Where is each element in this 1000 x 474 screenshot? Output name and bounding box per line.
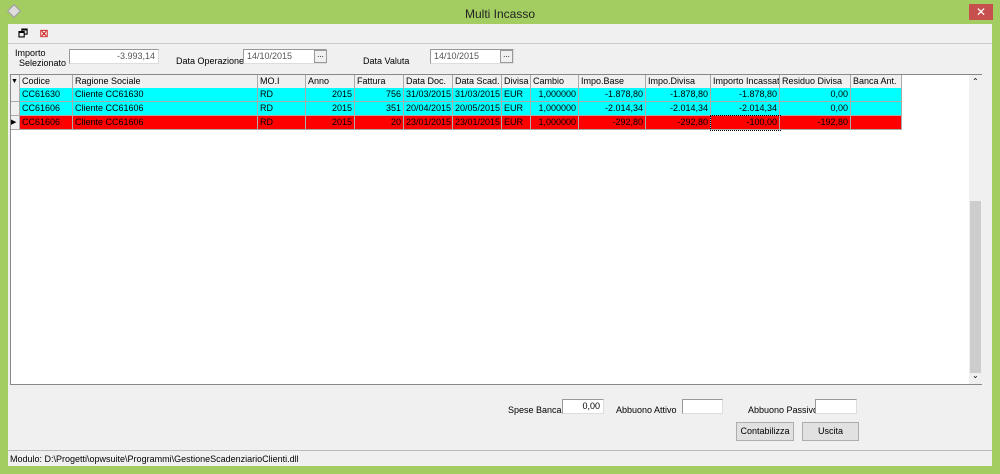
grid-cell[interactable]: -292,80 — [646, 116, 711, 130]
abbuono-passivo-field[interactable] — [815, 399, 857, 414]
column-header[interactable]: Residuo Divisa — [780, 75, 851, 89]
grid-cell[interactable]: RD — [258, 88, 306, 102]
column-header[interactable]: Anno — [306, 75, 355, 89]
grid-cell[interactable]: -192,80 — [780, 116, 851, 130]
grid-header-row[interactable]: ▼ Codice Ragione Sociale MO.I Anno Fattura Dat… — [11, 75, 902, 89]
grid-cell[interactable]: Cliente CC61606 — [73, 116, 258, 130]
grid-cell[interactable]: -1.878,80 — [646, 88, 711, 102]
title-bar: Multi Incasso ✕ — [0, 0, 1000, 26]
spese-banca-label: Spese Banca — [508, 405, 562, 415]
grid-cell[interactable]: -2.014,34 — [579, 102, 646, 116]
grid-cell[interactable]: 1,000000 — [531, 88, 579, 102]
grid-cell[interactable]: EUR — [502, 116, 531, 130]
importo-label: Importo — [15, 48, 46, 58]
column-header[interactable]: Banca Ant. — [851, 75, 902, 89]
grid-cell[interactable]: -2.014,34 — [646, 102, 711, 116]
grid-cell[interactable]: 1,000000 — [531, 116, 579, 130]
grid-cell[interactable]: RD — [258, 116, 306, 130]
abbuono-passivo-label: Abbuono Passivo — [748, 405, 819, 415]
uscita-button[interactable]: Uscita — [802, 422, 859, 441]
grid-cell[interactable]: 23/01/2015 — [404, 116, 453, 130]
data-valuta-label: Data Valuta — [363, 56, 410, 66]
status-bar: Modulo: D:\Progetti\opwsuite\Programmi\G… — [8, 450, 992, 466]
grid-cell[interactable]: -100,00 — [710, 115, 781, 131]
grid-cell[interactable]: 0,00 — [780, 102, 851, 116]
grid-cell[interactable]: 31/03/2015 — [453, 88, 502, 102]
grid-cell[interactable]: EUR — [502, 88, 531, 102]
grid-cell[interactable]: 20/04/2015 — [404, 102, 453, 116]
column-header[interactable]: Divisa — [502, 75, 531, 89]
grid-cell[interactable]: 756 — [355, 88, 404, 102]
grid-cell[interactable]: 23/01/2015 — [453, 116, 502, 130]
importo-label-2: Selezionato — [19, 58, 67, 68]
row-indicator[interactable] — [11, 102, 20, 116]
grid-cell[interactable]: -292,80 — [579, 116, 646, 130]
grid-cell[interactable] — [851, 116, 902, 130]
data-operazione-picker-button[interactable]: ... — [314, 50, 327, 63]
row-indicator[interactable]: ▶ — [11, 116, 20, 130]
column-header[interactable]: Codice — [20, 75, 73, 89]
table-row[interactable]: CC61630 Cliente CC61630 RD 2015 756 31/03/201… — [11, 88, 902, 102]
grid-cell[interactable]: 2015 — [306, 116, 355, 130]
grid-cell[interactable]: 20 — [355, 116, 404, 130]
grid-cell[interactable]: CC61606 — [20, 116, 73, 130]
scroll-thumb[interactable] — [970, 201, 981, 373]
data-valuta-picker-button[interactable]: ... — [500, 50, 513, 63]
column-header[interactable]: Cambio — [531, 75, 579, 89]
abbuono-attivo-field[interactable] — [682, 399, 723, 414]
data-valuta-field[interactable]: 14/10/2015 — [430, 49, 514, 64]
row-indicator[interactable] — [11, 88, 20, 102]
table-row[interactable]: CC61606 Cliente CC61606 RD 2015 351 20/04/201… — [11, 102, 902, 116]
close-button[interactable]: ✕ — [969, 4, 993, 20]
grid-cell[interactable]: CC61630 — [20, 88, 73, 102]
contabilizza-button[interactable]: Contabilizza — [736, 422, 794, 441]
grid-cell[interactable]: -2.014,34 — [711, 102, 780, 116]
grid-cell[interactable]: 1,000000 — [531, 102, 579, 116]
grid-cell[interactable]: Cliente CC61630 — [73, 88, 258, 102]
column-header[interactable]: MO.I — [258, 75, 306, 89]
grid-cell[interactable]: Cliente CC61606 — [73, 102, 258, 116]
spese-banca-field[interactable]: 0,00 — [562, 399, 604, 414]
data-operazione-label: Data Operazione — [176, 56, 245, 66]
grid-cell[interactable]: EUR — [502, 102, 531, 116]
scroll-down-icon[interactable]: ⌄ — [972, 371, 979, 380]
grid-cell[interactable] — [851, 102, 902, 116]
column-header[interactable]: Data Scad. — [453, 75, 502, 89]
grid-cell[interactable]: 31/03/2015 — [404, 88, 453, 102]
select-all-indicator[interactable]: ▼ — [11, 75, 20, 89]
scroll-up-icon[interactable]: ⌃ — [972, 77, 979, 86]
grid-cell[interactable]: RD — [258, 102, 306, 116]
importo-selezionato-field[interactable]: -3.993,14 — [69, 49, 159, 64]
abbuono-attivo-label: Abbuono Attivo — [616, 405, 677, 415]
grid-cell[interactable]: -1.878,80 — [579, 88, 646, 102]
table-row[interactable]: ▶ CC61606 Cliente CC61606 RD 2015 20 23/01/201… — [11, 115, 902, 131]
grid-cell[interactable]: 0,00 — [780, 88, 851, 102]
window-title: Multi Incasso — [464, 7, 536, 21]
grid-cell[interactable]: 2015 — [306, 102, 355, 116]
grid-cell[interactable]: 20/05/2015 — [453, 102, 502, 116]
grid-cell[interactable] — [851, 88, 902, 102]
toolbar — [8, 24, 992, 44]
grid-cell[interactable]: CC61606 — [20, 102, 73, 116]
column-header[interactable]: Importo Incassato — [711, 75, 780, 89]
data-grid[interactable]: ▼ Codice Ragione Sociale MO.I Anno Fattura Dat… — [10, 74, 982, 385]
column-header[interactable]: Impo.Base — [579, 75, 646, 89]
vertical-scrollbar[interactable]: ⌃ ⌄ — [969, 75, 982, 384]
column-header[interactable]: Data Doc. — [404, 75, 453, 89]
column-header[interactable]: Ragione Sociale — [73, 75, 258, 89]
properties-icon[interactable]: 🗗 — [17, 28, 29, 40]
grid-cell[interactable]: 2015 — [306, 88, 355, 102]
grid-cell[interactable]: 351 — [355, 102, 404, 116]
column-header[interactable]: Impo.Divisa — [646, 75, 711, 89]
cancel-grid-icon[interactable]: ⊠ — [39, 28, 49, 40]
column-header[interactable]: Fattura — [355, 75, 404, 89]
grid-cell[interactable]: -1.878,80 — [711, 88, 780, 102]
